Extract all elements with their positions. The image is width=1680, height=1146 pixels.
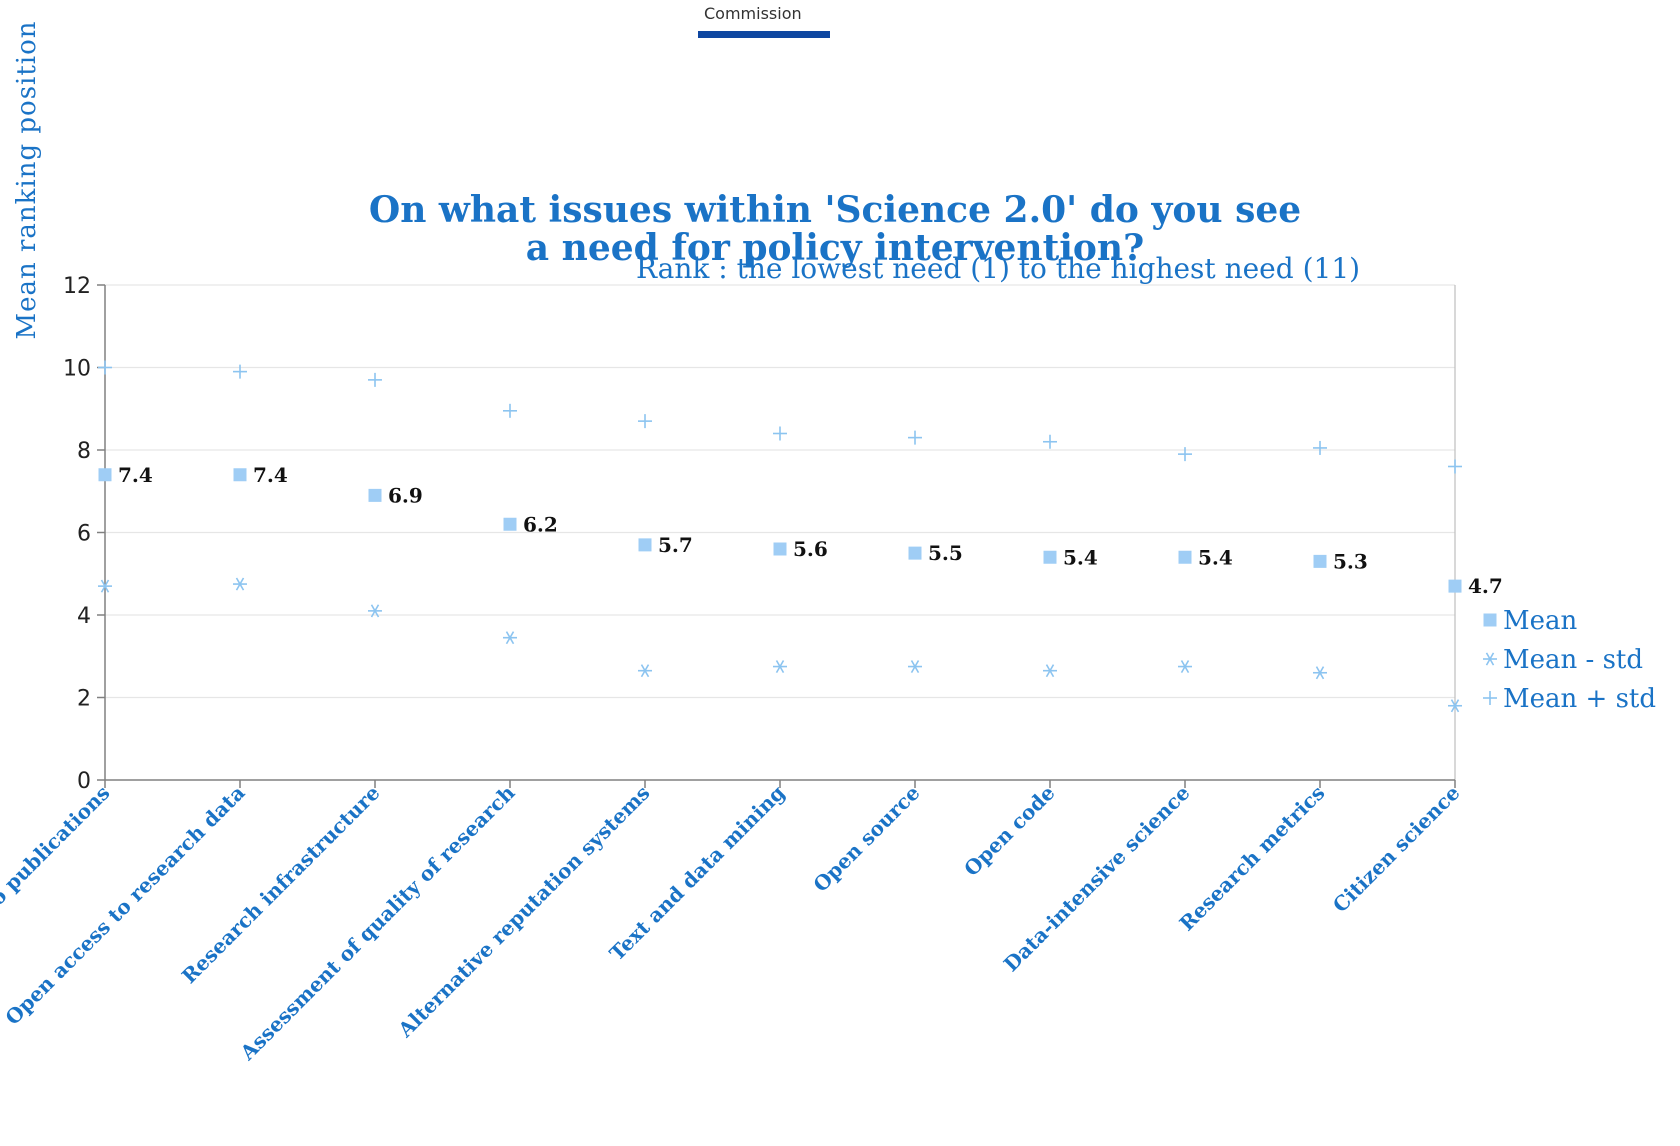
x-tick-label: Alternative reputation systems: [393, 781, 655, 1043]
data-label: 6.9: [388, 483, 423, 507]
series-marks: [98, 360, 1462, 713]
mean-plus-std-point: [98, 360, 112, 375]
logo-text: Commission: [704, 4, 802, 23]
mean-plus-std-point: [1043, 434, 1057, 449]
mean-minus-std-point: [773, 660, 787, 674]
data-label: 7.4: [253, 463, 288, 487]
mean-point: [1448, 579, 1462, 593]
data-label: 4.7: [1468, 574, 1503, 598]
axes: [97, 284, 1456, 788]
mean-point: [368, 488, 382, 502]
y-tick-label: 4: [77, 604, 91, 629]
legend-entry: Mean + std: [1503, 684, 1656, 714]
y-tick-label: 6: [77, 522, 91, 547]
data-label: 5.7: [658, 533, 693, 557]
mean-point: [773, 542, 787, 556]
x-tick-label: Assessment of quality of research: [235, 780, 520, 1065]
legend: Mean Mean - std Mean + std: [1483, 606, 1656, 714]
y-tick-label: 8: [77, 439, 91, 464]
x-tick-label: Citizen science: [1328, 781, 1465, 918]
chart-title-line1: On what issues within 'Science 2.0' do y…: [369, 189, 1301, 231]
data-label: 5.5: [928, 541, 963, 565]
chart-subtitle: Rank : the lowest need (1) to the highes…: [636, 252, 1360, 285]
mean-minus-std-point: [503, 631, 517, 645]
y-axis-label: Mean ranking position: [12, 20, 42, 339]
mean-point: [98, 468, 112, 482]
x-tick-label: Open access to research data: [0, 781, 249, 1030]
x-tick-label: Open source: [808, 781, 924, 897]
mean-minus-std-point: [98, 579, 112, 593]
logo-bar: [698, 31, 830, 38]
mean-point: [1313, 554, 1327, 568]
y-tick-label: 0: [77, 769, 91, 794]
mean-point: [1178, 550, 1192, 564]
mean-point: [1043, 550, 1057, 564]
mean-point: [908, 546, 922, 560]
mean-minus-std-point: [1313, 666, 1327, 680]
mean-plus-std-point: [503, 403, 517, 418]
mean-plus-std-point: [1448, 459, 1462, 474]
x-tick-label: Research metrics: [1175, 781, 1330, 936]
mean-minus-std-point: [638, 664, 652, 678]
mean-plus-std-point: [368, 372, 382, 387]
mean-minus-std-point: [908, 660, 922, 674]
y-tick-label: 10: [63, 357, 91, 382]
x-tick-label: Open code: [959, 781, 1059, 881]
y-tick-labels: 0 2 4 6 8 10 12: [63, 274, 91, 794]
legend-marker-plus: [1483, 691, 1497, 705]
mean-plus-std-point: [1178, 447, 1192, 462]
mean-minus-std-point: [233, 577, 247, 591]
chart-title-line2: a need for policy intervention?: [526, 227, 1144, 269]
data-label: 5.4: [1198, 545, 1233, 569]
legend-marker-asterisk: [1483, 652, 1497, 666]
mean-point: [233, 468, 247, 482]
mean-plus-std-point: [1313, 440, 1327, 455]
mean-minus-std-point: [1043, 664, 1057, 678]
mean-minus-std-point: [368, 604, 382, 618]
data-labels: 7.4 7.4 6.9 6.2 5.7 5.6 5.5 5.4 5.4 5.3 4.7: [118, 463, 1503, 598]
mean-plus-std-point: [773, 426, 787, 441]
data-label: 6.2: [523, 512, 558, 536]
legend-marker-square: [1483, 613, 1497, 627]
mean-point: [503, 517, 517, 531]
gridlines: [105, 284, 1455, 699]
y-tick-label: 12: [63, 274, 91, 299]
mean-minus-std-point: [1178, 660, 1192, 674]
mean-minus-std-point: [1448, 699, 1462, 713]
y-tick-label: 2: [77, 687, 91, 712]
legend-entry: Mean: [1503, 606, 1578, 636]
data-label: 5.6: [793, 537, 828, 561]
legend-entry: Mean - std: [1503, 645, 1643, 675]
ec-logo: Commission: [698, 0, 830, 38]
data-label: 7.4: [118, 463, 153, 487]
mean-plus-std-point: [908, 430, 922, 445]
mean-plus-std-point: [638, 414, 652, 429]
data-label: 5.4: [1063, 545, 1098, 569]
data-label: 5.3: [1333, 549, 1368, 573]
mean-plus-std-point: [233, 364, 247, 379]
mean-point: [638, 538, 652, 552]
